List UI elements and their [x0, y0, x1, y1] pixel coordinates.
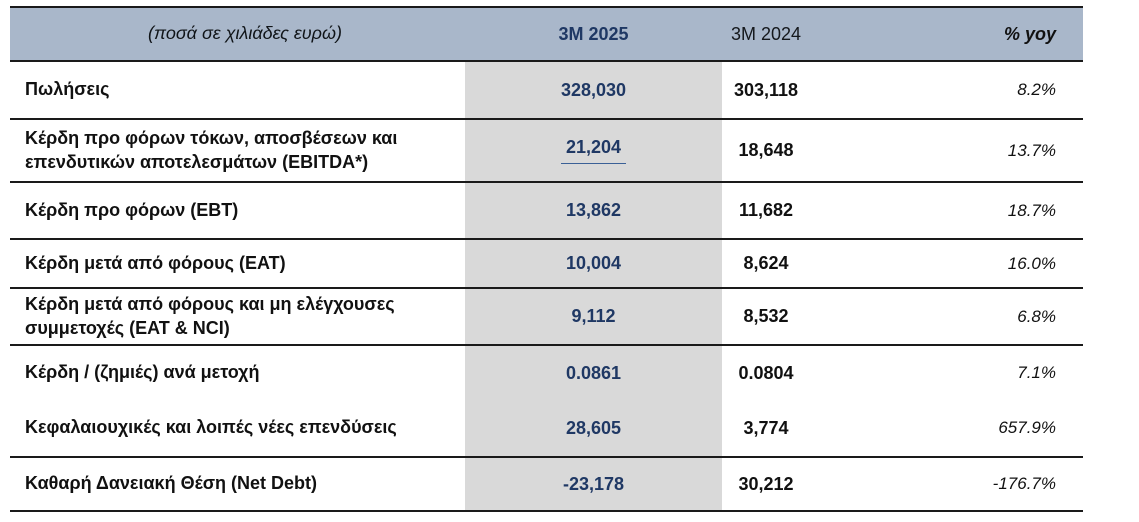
table-row-eat-nci: Κέρδη μετά από φόρους και μη ελέγχουσες … — [10, 289, 1083, 346]
underlined-value: 21,204 — [560, 137, 627, 164]
value-prior: 0.0804 — [738, 362, 794, 383]
header-period-current: 3M 2025 — [558, 23, 629, 44]
table-row-sales: Πωλήσεις 328,030 303,118 8.2% — [10, 62, 1083, 120]
row-label: Κέρδη προ φόρων (EBT) — [25, 199, 239, 220]
value-yoy: 7.1% — [1017, 363, 1056, 382]
table-row-eat: Κέρδη μετά από φόρους (EAT) 10,004 8,624… — [10, 240, 1083, 289]
value-yoy: 8.2% — [1017, 80, 1056, 99]
value-current: 28,605 — [465, 400, 722, 456]
value-yoy: 657.9% — [998, 418, 1056, 437]
value-current: 9,112 — [465, 289, 722, 344]
value-current: 0.0861 — [465, 346, 722, 400]
value-prior: 18,648 — [738, 140, 794, 160]
value-prior: 3,774 — [743, 417, 789, 438]
financial-results-table: (ποσά σε χιλιάδες ευρώ) 3M 2025 3M 2024 … — [10, 6, 1083, 512]
row-label: Καθαρή Δανειακή Θέση (Net Debt) — [25, 473, 317, 494]
value-prior: 8,624 — [743, 253, 789, 273]
value-current: 328,030 — [465, 62, 722, 118]
row-label: Κέρδη / (ζημιές) ανά μετοχή — [25, 362, 260, 383]
value-yoy: 16.0% — [1007, 253, 1056, 273]
header-change: % yoy — [1003, 23, 1056, 44]
value-current: 21,204 — [465, 120, 722, 181]
header-period-prior: 3M 2024 — [730, 23, 802, 44]
value-yoy: -176.7% — [992, 474, 1056, 493]
value-prior: 11,682 — [738, 200, 794, 220]
row-label: Πωλήσεις — [25, 79, 110, 100]
value-prior: 30,212 — [738, 473, 794, 494]
value-current: -23,178 — [465, 458, 722, 510]
value-yoy: 13.7% — [1007, 140, 1056, 160]
row-label: Κεφαλαιουχικές και λοιπές νέες επενδύσει… — [25, 417, 397, 438]
value-current: 10,004 — [465, 240, 722, 287]
header-units-note: (ποσά σε χιλιάδες ευρώ) — [148, 23, 342, 44]
value-current: 13,862 — [465, 183, 722, 238]
table-row-ebitda: Κέρδη προ φόρων τόκων, αποσβέσεων και επ… — [10, 120, 1083, 183]
table-row-eps: Κέρδη / (ζημιές) ανά μετοχή 0.0861 0.080… — [10, 346, 1083, 400]
table-row-ebt: Κέρδη προ φόρων (EBT) 13,862 11,682 18.7… — [10, 183, 1083, 240]
value-prior: 303,118 — [733, 79, 799, 100]
table-row-net-debt: Καθαρή Δανειακή Θέση (Net Debt) -23,178 … — [10, 458, 1083, 512]
value-yoy: 6.8% — [1017, 306, 1056, 326]
table-header-row: (ποσά σε χιλιάδες ευρώ) 3M 2025 3M 2024 … — [10, 6, 1083, 62]
row-label: Κέρδη προ φόρων τόκων, αποσβέσεων και επ… — [25, 127, 398, 172]
value-yoy: 18.7% — [1007, 200, 1056, 220]
value-prior: 8,532 — [743, 306, 789, 326]
table-row-capex: Κεφαλαιουχικές και λοιπές νέες επενδύσει… — [10, 400, 1083, 458]
row-label: Κέρδη μετά από φόρους (EAT) — [25, 252, 286, 273]
row-label: Κέρδη μετά από φόρους και μη ελέγχουσες … — [25, 293, 395, 338]
